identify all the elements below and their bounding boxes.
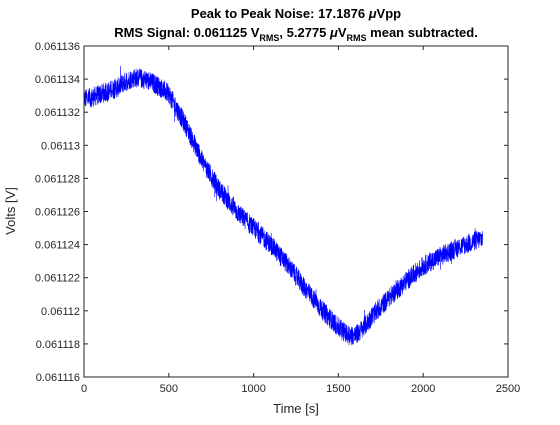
x-tick-label: 2000 <box>411 383 435 395</box>
y-tick-label: 0.061124 <box>35 240 80 252</box>
plot-area <box>84 46 508 377</box>
x-tick-label: 500 <box>160 383 178 395</box>
x-tick-label: 1000 <box>241 383 265 395</box>
ticks-layer: 0 500 1000 1500 2000 2500 0.061116 0.061118 0.06… <box>35 41 520 395</box>
y-tick-label: 0.06113 <box>41 140 80 152</box>
y-axis-label: Volts [V] <box>3 187 18 235</box>
x-tick-label: 1500 <box>326 383 350 395</box>
y-tick-label: 0.061122 <box>35 273 80 285</box>
chart-title-line-2: RMS Signal: 0.061125 VRMS, 5.2775 μVRMS … <box>114 25 478 43</box>
x-tick-label: 2500 <box>496 383 520 395</box>
y-tick-label: 0.061136 <box>35 41 80 53</box>
y-tick-label: 0.061134 <box>35 74 80 86</box>
data-layer <box>83 65 483 346</box>
chart-title-line-1: Peak to Peak Noise: 17.1876 μVpp <box>191 6 401 21</box>
series-line <box>83 65 483 346</box>
y-tick-label: 0.061132 <box>35 107 80 119</box>
x-tick-label: 0 <box>81 383 87 395</box>
y-tick-label: 0.061128 <box>35 173 80 185</box>
y-tick-label: 0.06112 <box>41 306 80 318</box>
y-tick-label: 0.061116 <box>36 372 80 384</box>
y-tick-label: 0.061118 <box>36 339 80 351</box>
y-tick-label: 0.061126 <box>35 207 80 219</box>
x-axis-label: Time [s] <box>273 401 319 416</box>
